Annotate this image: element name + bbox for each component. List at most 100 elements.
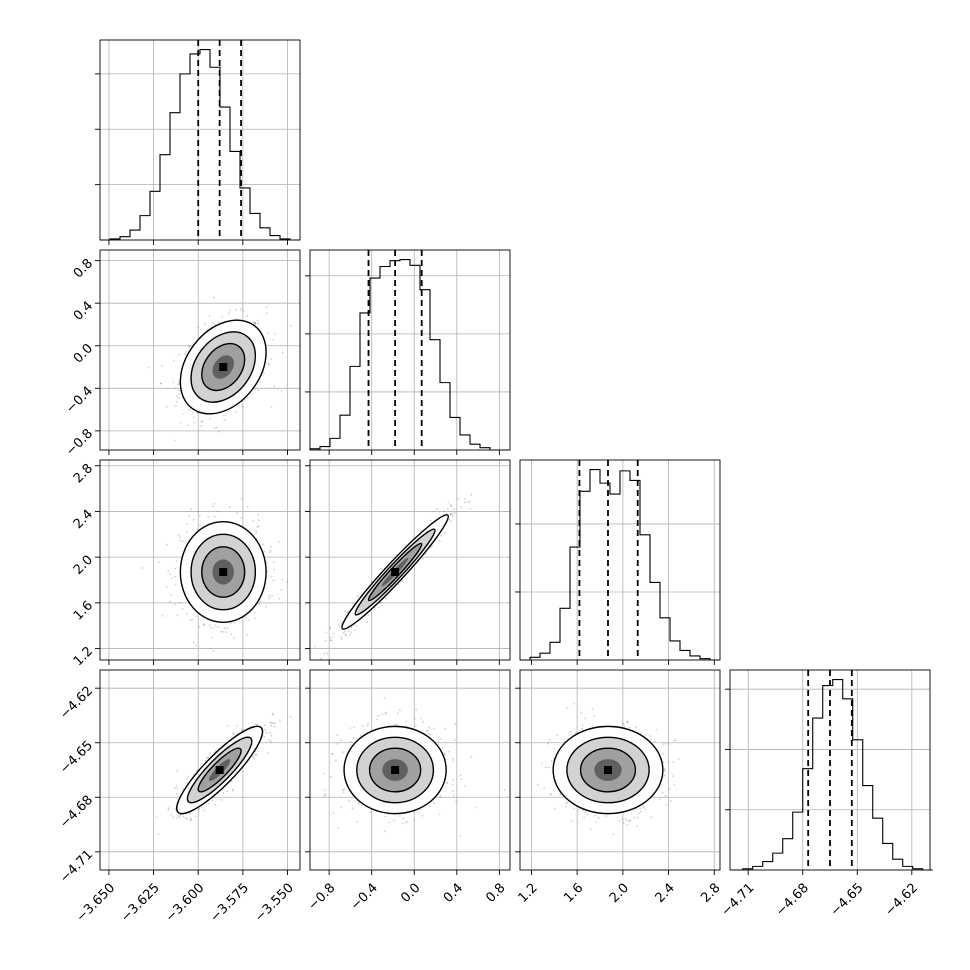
scatter-point xyxy=(548,738,551,741)
scatter-point xyxy=(201,806,204,809)
scatter-point xyxy=(265,731,268,734)
scatter-point xyxy=(673,784,676,786)
scatter-point xyxy=(268,595,271,597)
scatter-point xyxy=(668,788,671,790)
scatter-point xyxy=(380,567,383,570)
scatter-point xyxy=(405,720,408,723)
scatter-point xyxy=(198,625,201,628)
scatter-point xyxy=(635,726,637,729)
scatter-point xyxy=(258,519,260,522)
scatter-point xyxy=(451,515,454,517)
contour-line xyxy=(566,736,650,804)
scatter-point xyxy=(270,406,273,408)
scatter-point xyxy=(270,545,272,548)
scatter-point xyxy=(470,493,472,496)
scatter-point xyxy=(336,743,339,745)
scatter-point xyxy=(226,790,229,793)
scatter-point xyxy=(412,819,415,821)
scatter-point xyxy=(612,833,615,835)
scatter-point xyxy=(202,624,205,627)
scatter-point xyxy=(268,597,271,600)
scatter-point xyxy=(595,821,598,823)
scatter-point xyxy=(347,611,349,613)
scatter-point xyxy=(579,711,582,714)
panel-frame xyxy=(99,669,301,871)
y-tick-label: −0.4 xyxy=(63,384,96,417)
y-tick-label: −4.71 xyxy=(57,847,96,886)
scatter-point xyxy=(345,634,347,637)
scatter-point xyxy=(361,724,364,727)
scatter-point xyxy=(181,608,184,610)
scatter-point xyxy=(184,351,187,353)
scatter-point xyxy=(200,425,203,427)
scatter-point xyxy=(212,650,215,652)
scatter-point xyxy=(352,737,355,739)
panel-frame xyxy=(309,459,511,661)
scatter-point xyxy=(650,816,653,819)
scatter-point xyxy=(211,636,213,639)
x-tick-label: −4.68 xyxy=(773,881,812,920)
scatter-point xyxy=(304,650,306,652)
scatter-point xyxy=(623,725,626,728)
scatter-point xyxy=(393,819,395,822)
scatter-point xyxy=(591,708,594,710)
scatter-point xyxy=(254,617,256,620)
scatter-point xyxy=(331,636,334,638)
scatter-point xyxy=(340,739,343,742)
x-tick-label: 2.4 xyxy=(653,881,678,906)
contour-line xyxy=(368,747,422,793)
scatter-point xyxy=(213,515,216,518)
scatter-point xyxy=(454,723,457,726)
scatter-point xyxy=(384,597,387,600)
x-tick-label: −4.65 xyxy=(828,881,867,920)
histogram-panel-0 xyxy=(95,39,301,245)
scatter-point xyxy=(259,600,262,603)
scatter-point xyxy=(186,522,189,525)
scatter-point xyxy=(155,816,158,819)
scatter-point xyxy=(177,389,180,392)
x-tick-label: −3.625 xyxy=(118,881,163,926)
scatter-point xyxy=(280,389,283,392)
scatter-point xyxy=(236,725,239,728)
scatter-point xyxy=(324,793,327,796)
scatter-point xyxy=(253,322,256,324)
scatter-point xyxy=(343,610,346,612)
scatter-point xyxy=(226,627,229,629)
scatter-point xyxy=(207,802,210,804)
scatter-point xyxy=(381,713,383,716)
scatter-point xyxy=(664,795,667,797)
scatter-point xyxy=(189,345,192,347)
scatter-point xyxy=(271,712,274,715)
scatter-point xyxy=(167,570,170,572)
scatter-point xyxy=(241,405,244,408)
histogram-panel-2 xyxy=(515,459,721,665)
scatter-point xyxy=(326,652,329,655)
scatter-point xyxy=(442,746,444,749)
scatter-point xyxy=(197,326,199,329)
scatter-point xyxy=(217,321,220,323)
scatter-point xyxy=(675,738,677,741)
scatter-point xyxy=(272,338,275,341)
scatter-point xyxy=(254,389,256,391)
scatter-point xyxy=(241,307,244,310)
scatter-point xyxy=(438,539,441,542)
scatter-point xyxy=(449,513,452,516)
scatter-point xyxy=(450,504,452,507)
scatter-point xyxy=(549,793,552,795)
scatter-point xyxy=(540,762,543,765)
scatter-point xyxy=(427,732,430,735)
scatter-point xyxy=(254,753,257,756)
scatter-point xyxy=(271,594,273,597)
panel-content xyxy=(155,712,292,835)
scatter-point xyxy=(355,624,357,627)
scatter-point xyxy=(662,761,665,763)
scatter-point xyxy=(563,740,566,743)
scatter-point xyxy=(380,601,383,604)
scatter-point xyxy=(426,730,428,732)
scatter-point xyxy=(197,510,200,513)
scatter-point xyxy=(398,709,401,712)
scatter-point xyxy=(240,497,243,500)
histogram-step-line xyxy=(520,468,720,661)
scatter-point xyxy=(222,631,224,633)
scatter-point xyxy=(636,825,638,828)
